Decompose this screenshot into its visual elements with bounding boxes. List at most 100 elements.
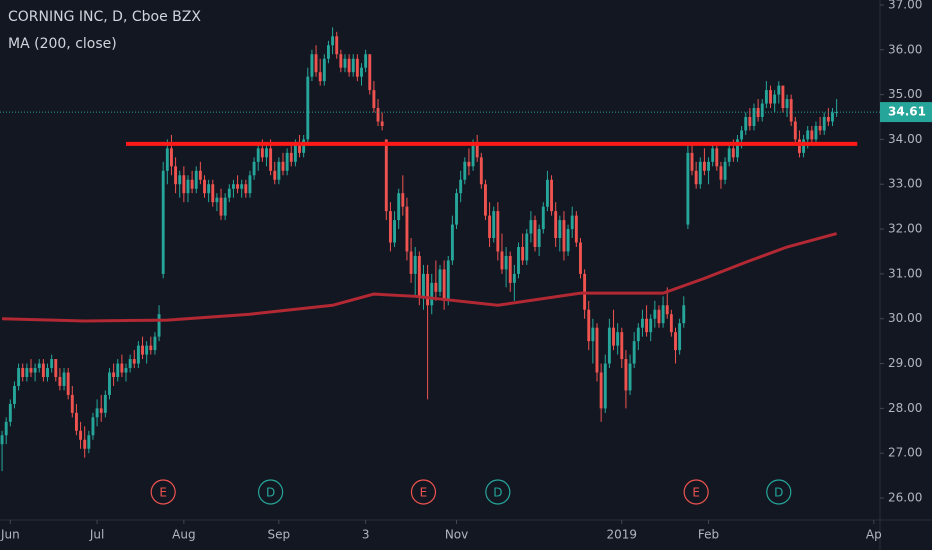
candle-body: [665, 305, 669, 315]
x-tick-label: Jul: [89, 528, 104, 542]
candle-body: [215, 197, 219, 203]
candle-body: [430, 282, 434, 306]
candle-body: [744, 117, 748, 131]
candle-body: [285, 152, 289, 171]
candle-body: [826, 117, 830, 122]
candle-body: [488, 215, 492, 239]
candle-body: [298, 143, 301, 153]
candle-body: [360, 67, 363, 77]
y-tick-label: 32.00: [888, 222, 922, 236]
candle-body: [347, 58, 351, 73]
candle-body: [645, 318, 649, 333]
candle-body: [624, 359, 628, 391]
candle-body: [293, 143, 297, 162]
candle-body: [678, 323, 682, 351]
y-tick-label: 29.00: [888, 356, 922, 370]
candle-body: [455, 193, 458, 225]
candle-body: [640, 318, 644, 328]
x-tick-label: Jun: [0, 528, 20, 542]
candle-body: [417, 255, 421, 297]
candle-body: [566, 229, 570, 252]
candle-body: [17, 368, 21, 386]
y-tick-label: 34.00: [888, 132, 922, 146]
candle-body: [161, 170, 165, 274]
chart-title: CORNING INC, D, Cboe BZX: [8, 9, 201, 25]
candle-body: [62, 372, 66, 386]
event-label: D: [493, 486, 502, 500]
candle-body: [764, 90, 768, 104]
candle-body: [157, 314, 161, 337]
candle-body: [153, 336, 157, 351]
candle-body: [174, 166, 178, 185]
event-label: E: [159, 486, 167, 500]
candle-body: [702, 161, 706, 171]
candle-body: [207, 184, 211, 194]
candle-body: [91, 417, 95, 436]
y-tick-label: 36.00: [888, 42, 922, 56]
candle-body: [517, 247, 520, 274]
candle-body: [128, 359, 132, 369]
candle-body: [54, 359, 58, 377]
candle-body: [814, 125, 818, 140]
candle-body: [265, 148, 268, 158]
candle-body: [521, 247, 525, 261]
candle-body: [471, 143, 475, 167]
candle-body: [797, 139, 801, 153]
candle-body: [368, 54, 372, 91]
candle-body: [170, 148, 173, 167]
candle-body: [223, 197, 227, 216]
candle-body: [190, 179, 194, 189]
candle-body: [512, 273, 516, 283]
candle-body: [87, 435, 91, 449]
candle-body: [760, 103, 764, 117]
candle-body: [723, 161, 727, 180]
candle-body: [322, 58, 326, 82]
candle-body: [364, 54, 368, 68]
candle-body: [484, 184, 487, 216]
candle-body: [306, 76, 310, 140]
candle-body: [463, 161, 467, 180]
candle-body: [446, 260, 450, 301]
candle-body: [756, 108, 760, 117]
candle-body: [806, 130, 810, 140]
indicator-label: MA (200, close): [8, 36, 117, 52]
y-tick-label: 26.00: [888, 491, 922, 505]
x-tick-label: Feb: [698, 528, 719, 542]
candle-body: [781, 85, 785, 109]
candle-body: [355, 58, 359, 77]
candle-body: [682, 305, 686, 324]
candle-body: [740, 130, 744, 140]
candle-body: [339, 54, 343, 68]
candle-body: [260, 148, 264, 158]
candle-body: [388, 211, 392, 243]
candle-body: [269, 148, 273, 171]
candle-body: [203, 179, 206, 194]
candle-body: [587, 309, 591, 342]
candle-body: [649, 318, 653, 333]
candle-body: [810, 130, 814, 140]
candle-body: [302, 139, 306, 153]
candle-body: [595, 327, 599, 373]
x-tick-label: Aug: [172, 528, 195, 542]
candle-body: [33, 368, 37, 373]
moving-average: [2, 232, 838, 323]
candle-body: [132, 359, 136, 364]
candle-body: [541, 206, 545, 230]
candle-body: [37, 363, 41, 369]
candle-body: [99, 408, 103, 413]
candle-body: [529, 220, 533, 234]
candle-body: [731, 148, 735, 158]
candle-body: [46, 368, 49, 377]
candle-body: [198, 170, 202, 180]
candle-body: [66, 372, 70, 395]
candle-body: [116, 363, 120, 377]
candle-body: [558, 220, 562, 239]
candle-body: [397, 193, 401, 221]
candle-body: [401, 193, 405, 207]
candle-body: [442, 269, 446, 301]
candle-body: [8, 403, 12, 422]
candle-body: [450, 224, 454, 261]
candle-body: [83, 439, 87, 449]
candle-body: [574, 215, 578, 243]
